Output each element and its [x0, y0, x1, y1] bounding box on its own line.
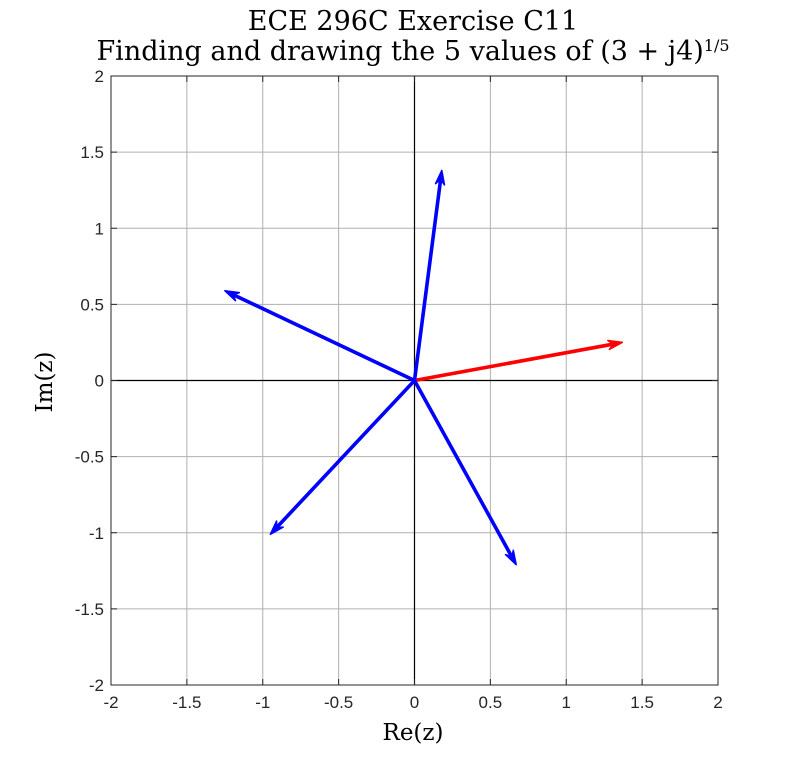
vector-shaft	[231, 292, 417, 383]
y-tick-label: -1	[89, 524, 104, 543]
root-vectors	[224, 169, 624, 566]
vector-shaft	[412, 177, 443, 383]
vector-shaft	[274, 378, 417, 530]
x-axis-label: Re(z)	[383, 720, 444, 746]
y-axis-label: Im(z)	[32, 352, 58, 413]
root-vector	[224, 289, 417, 383]
chart-subtitle-text: Finding and drawing the 5 values of (3 +…	[96, 36, 703, 67]
root-vector	[412, 378, 517, 566]
chart-subtitle: Finding and drawing the 5 values of (3 +…	[96, 36, 729, 68]
vector-arrowhead	[434, 169, 446, 186]
vector-shaft	[412, 378, 514, 559]
root-vector	[412, 339, 624, 383]
x-tick-label: 1	[562, 693, 571, 712]
y-tick-label: 0	[95, 372, 104, 391]
vector-arrowhead	[607, 339, 624, 351]
vector-arrowhead	[269, 520, 284, 536]
y-tick-label: -0.5	[75, 448, 104, 467]
vector-arrowhead	[504, 549, 517, 566]
y-tick-label: 1	[95, 219, 104, 238]
y-tick-label: 1.5	[80, 143, 104, 162]
vector-shaft	[412, 342, 616, 383]
x-tick-labels: -2 -1.5 -1 -0.5 0 0.5 1 1.5 2	[103, 693, 722, 712]
x-tick-label: -0.5	[324, 693, 353, 712]
chart-subtitle-exponent: 1/5	[704, 36, 730, 55]
x-tick-label: 1.5	[630, 693, 654, 712]
root-vector	[269, 378, 417, 536]
vector-arrowhead	[224, 289, 241, 302]
x-tick-label: 0.5	[479, 693, 503, 712]
tick-marks	[110, 75, 719, 686]
y-tick-label: 2	[95, 67, 104, 86]
x-tick-label: 2	[713, 693, 722, 712]
x-tick-label: -1	[255, 693, 270, 712]
x-tick-label: -1.5	[172, 693, 201, 712]
y-tick-label: -1.5	[75, 600, 104, 619]
y-tick-label: -2	[89, 676, 104, 695]
x-tick-label: 0	[410, 693, 419, 712]
y-tick-labels: -2 -1.5 -1 -0.5 0 0.5 1 1.5 2	[75, 67, 104, 695]
y-tick-label: 0.5	[80, 295, 104, 314]
root-vector	[412, 169, 446, 383]
chart-title: ECE 296C Exercise C11	[248, 6, 578, 37]
x-tick-label: -2	[103, 693, 118, 712]
